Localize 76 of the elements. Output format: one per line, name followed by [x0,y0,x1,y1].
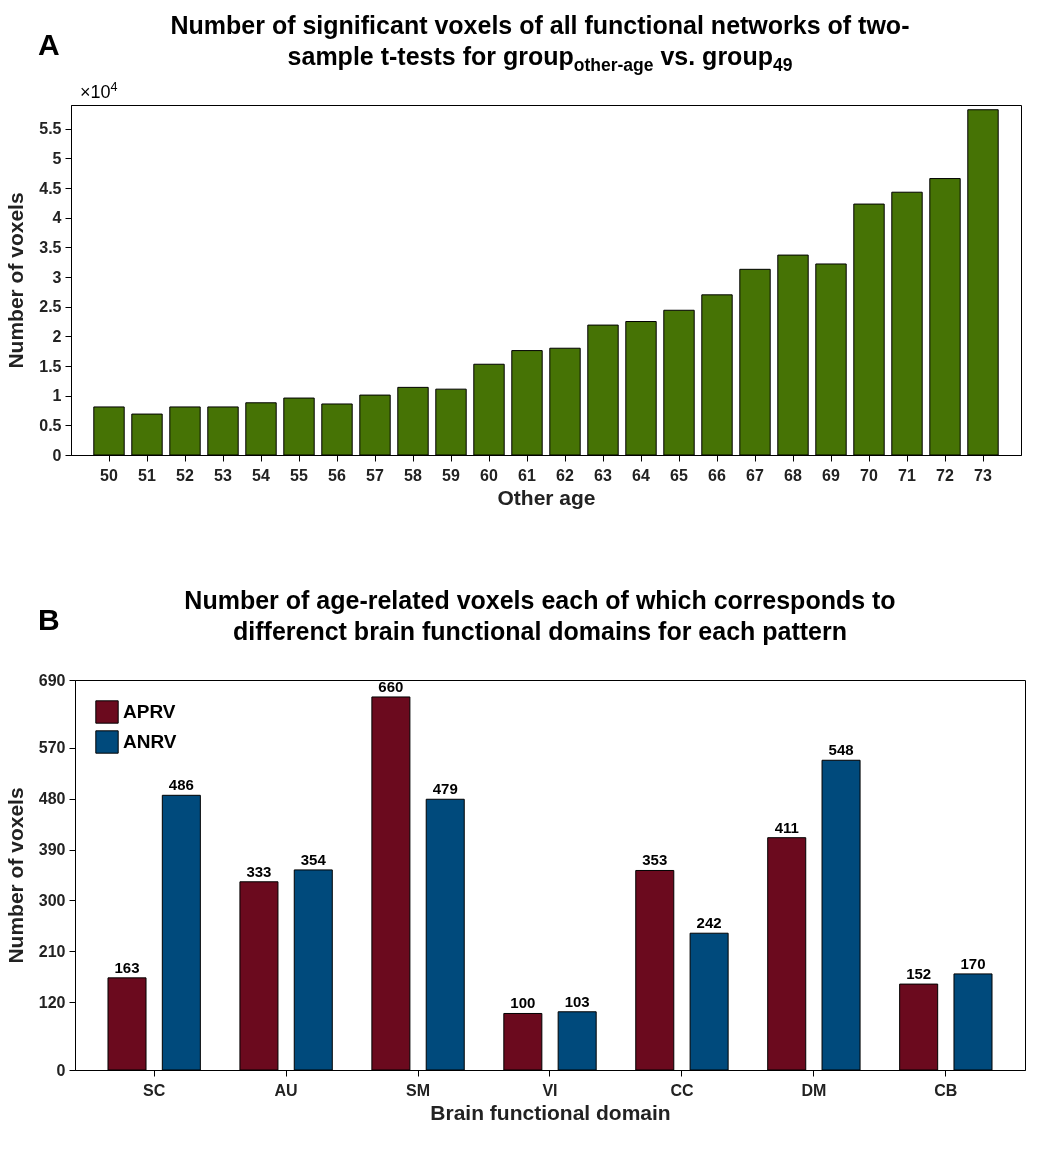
x-tick-label: 60 [480,466,498,484]
y-tick-label: 3.5 [39,238,62,256]
x-tick-label: 58 [404,466,422,484]
text: ×10$^{4}$ [80,80,118,103]
data-label: 486 [168,776,194,794]
y-tick-label: 0 [52,446,62,464]
x-tick-label: 70 [860,466,878,484]
x-tick-label: 66 [708,466,726,484]
x-tick-label: VI [542,1081,558,1099]
y-tick-label: 570 [38,739,66,757]
data-label: 163 [114,958,140,976]
x-tick-label: 55 [290,466,308,484]
y-tick-label: 2 [52,327,62,345]
x-tick-label: 71 [898,466,916,484]
data-label: 103 [564,992,590,1010]
x-tick-label: 68 [784,466,802,484]
x-tick-label: AU [274,1081,298,1099]
x-axis-title: Other age [497,485,596,509]
y-tick-label: 690 [38,671,66,689]
x-tick-label: 69 [822,466,840,484]
x-tick-label: 51 [138,466,156,484]
data-label: 333 [246,862,272,880]
data-label: 548 [828,741,854,759]
y-axis-title: Number of voxels [3,787,27,964]
data-label: 411 [774,818,799,836]
x-tick-label: 54 [252,466,270,484]
y-axis-title: Number of voxels [4,192,28,369]
y-tick-label: 0.5 [39,416,62,434]
x-tick-label: 56 [328,466,346,484]
legend-label: ANRV [123,731,177,752]
x-tick-label: 63 [594,466,612,484]
x-tick-label: 53 [214,466,232,484]
y-tick-label: 3 [52,268,62,286]
y-tick-label: 120 [38,993,66,1011]
data-label: 100 [510,994,536,1012]
chart-title: Number of age-related voxels each of which corresponds to differenct brain functional domains for each pattern [183,585,897,647]
data-label: 170 [960,954,986,972]
x-tick-label: CC [670,1081,694,1099]
x-tick-label: SC [143,1081,166,1099]
x-tick-label: 64 [632,466,650,484]
x-axis-title: Brain functional domain [430,1100,671,1124]
y-tick-label: 1.5 [39,357,62,375]
text: A [38,28,60,62]
data-label: 353 [642,851,668,869]
x-tick-label: 73 [974,466,992,484]
y-tick-label: 390 [38,841,66,859]
y-tick-label: 2.5 [39,298,62,316]
y-tick-label: 5 [52,149,62,167]
x-tick-label: DM [801,1081,827,1099]
x-tick-label: 61 [518,466,536,484]
x-tick-label: 72 [936,466,954,484]
x-tick-label: 62 [556,466,574,484]
data-label: 479 [432,780,458,798]
y-tick-label: 4.5 [39,179,62,197]
legend-label: APRV [123,701,176,722]
y-tick-label: 4 [52,209,62,227]
data-label: 152 [906,965,932,983]
x-tick-label: 59 [442,466,460,484]
x-tick-label: 67 [746,466,764,484]
data-label: 660 [378,677,404,695]
x-tick-label: CB [934,1081,958,1099]
chart-title: Number of significant voxels of all functional networks of two-sample t-tests for group$_{other-age}$ vs. group$_{49}$ [169,10,911,77]
y-tick-label: 300 [38,891,66,909]
x-tick-label: 50 [100,466,118,484]
text: B [38,603,60,637]
x-tick-label: SM [406,1081,431,1099]
x-tick-label: 52 [176,466,194,484]
x-tick-label: 65 [670,466,688,484]
y-tick-label: 480 [38,790,66,808]
y-tick-label: 210 [38,942,66,960]
y-tick-label: 1 [52,387,62,405]
y-tick-label: 5.5 [39,120,62,138]
data-label: 354 [300,850,327,868]
data-label: 242 [696,914,722,932]
y-tick-label: 0 [56,1061,66,1079]
x-tick-label: 57 [366,466,384,484]
